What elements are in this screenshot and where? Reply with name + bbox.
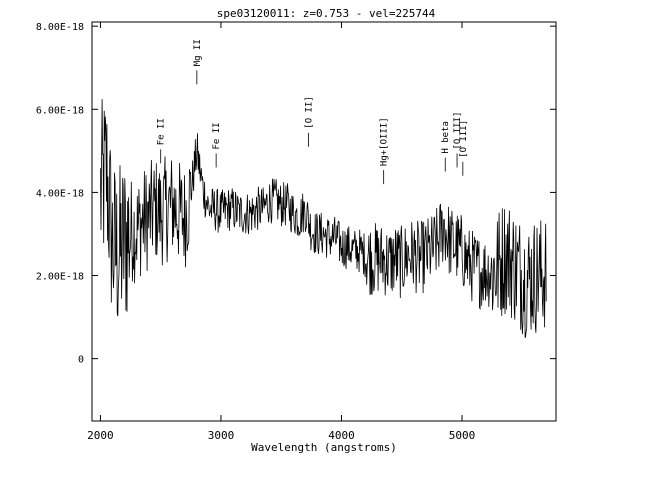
line-annotation: [O III]: [453, 112, 463, 168]
line-annotation: H beta: [441, 121, 451, 172]
x-axis-label: Wavelength (angstroms): [251, 441, 397, 454]
spectrum-line: [100, 99, 547, 338]
line-annotation: Fe II: [212, 122, 222, 168]
annotation-label: H beta: [441, 121, 451, 154]
line-annotation: [O II]: [305, 96, 315, 147]
x-tick-label: 5000: [449, 429, 476, 442]
annotation-label: Mg II: [193, 39, 203, 66]
line-annotation: Mg II: [193, 39, 203, 85]
y-tick-label: 0: [78, 355, 84, 366]
annotation-label: Fe II: [157, 118, 167, 145]
x-tick-label: 2000: [87, 429, 114, 442]
annotation-label: [O III]: [459, 120, 469, 158]
annotation-label: [O II]: [305, 96, 315, 129]
y-axis: 0 2.00E-18 4.00E-18 6.00E-18 8.00E-18: [36, 22, 556, 366]
x-tick-label: 4000: [328, 429, 355, 442]
plot-frame: [91, 21, 557, 422]
y-tick-label: 2.00E-18: [36, 272, 84, 283]
annotation-label: Hg+[OIII]: [380, 117, 390, 166]
line-annotation: Hg+[OIII]: [380, 117, 390, 185]
line-annotation: Fe II: [157, 118, 167, 164]
x-tick-label: 3000: [208, 429, 235, 442]
annotation-label: Fe II: [212, 122, 222, 149]
line-annotation: [O III]: [459, 120, 469, 176]
y-tick-label: 4.00E-18: [36, 188, 84, 199]
y-tick-label: 8.00E-18: [36, 22, 84, 33]
chart-title: spe03120011: z=0.753 - vel=225744: [217, 7, 436, 20]
x-axis: 2000 3000 4000 5000: [87, 22, 475, 442]
annotation-label: [O III]: [453, 112, 463, 150]
y-tick-label: 6.00E-18: [36, 105, 84, 116]
